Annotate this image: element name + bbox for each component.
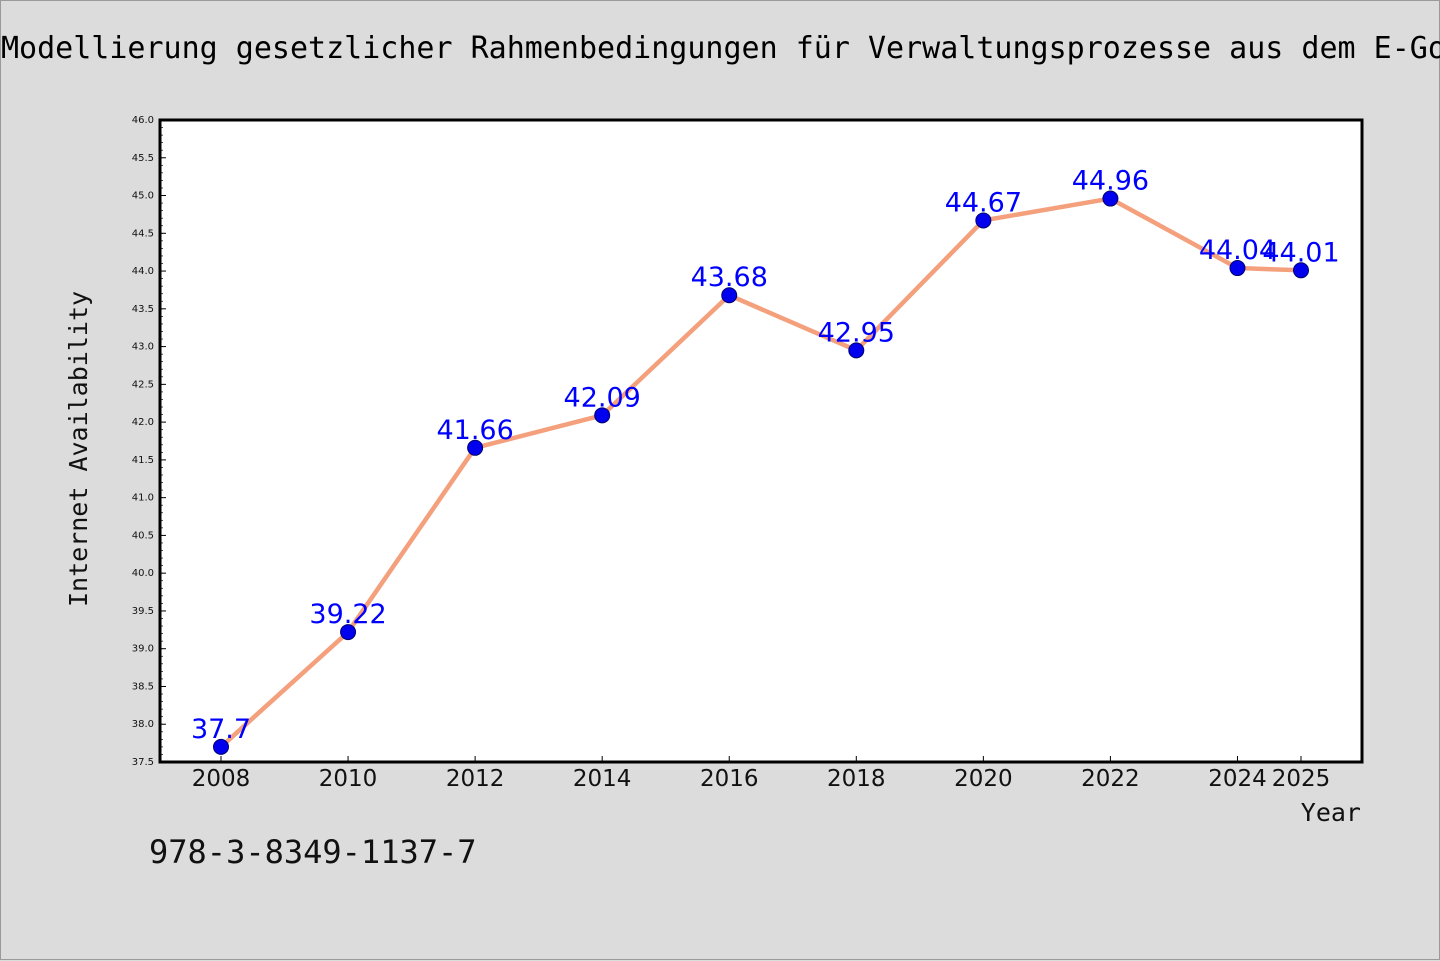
data-label: 37.7 xyxy=(191,714,251,745)
y-tick-label: 38.5 xyxy=(132,681,154,692)
x-axis: 2008 2010 2012 2014 2016 2018 2020 2022 2024 2025 xyxy=(192,756,1331,792)
data-labels: 37.7 39.22 41.66 42.09 43.68 42.95 44.67 44.96 4… xyxy=(191,166,1340,745)
y-tick-label: 40.5 xyxy=(132,530,154,541)
y-tick-label: 40.0 xyxy=(132,568,154,579)
x-tick-label: 2014 xyxy=(573,766,632,792)
y-tick-label: 39.0 xyxy=(132,644,154,655)
data-point xyxy=(340,624,357,641)
y-axis-title: Internet Availability xyxy=(64,291,93,607)
x-tick-label: 2020 xyxy=(954,766,1013,792)
data-point xyxy=(721,287,738,304)
data-point xyxy=(848,342,865,359)
series-line xyxy=(219,196,1302,749)
y-tick-label: 45.0 xyxy=(132,191,154,202)
y-tick-label: 43.0 xyxy=(132,342,154,353)
x-tick-label: 2022 xyxy=(1081,766,1140,792)
x-tick-label: 2012 xyxy=(446,766,505,792)
data-point xyxy=(1293,262,1309,279)
series-markers xyxy=(213,190,1309,755)
y-tick-label: 46.0 xyxy=(132,115,154,126)
y-tick-label: 45.5 xyxy=(132,153,154,164)
data-label: 39.22 xyxy=(309,599,386,630)
x-tick-label: 2024 xyxy=(1208,766,1267,792)
x-tick-label: 2016 xyxy=(700,766,759,792)
data-label: 42.95 xyxy=(818,317,895,348)
data-point xyxy=(975,212,992,229)
data-label: 42.09 xyxy=(564,382,641,413)
x-tick-label: 2025 xyxy=(1272,766,1331,792)
y-tick-label: 42.0 xyxy=(132,417,154,428)
data-point xyxy=(1102,190,1119,207)
plot-area xyxy=(158,118,1364,764)
x-axis-title: Year xyxy=(1301,798,1361,827)
isbn-label: 978-3-8349-1137-7 xyxy=(149,833,477,871)
data-label: 44.04 xyxy=(1199,235,1276,266)
data-point xyxy=(1229,260,1246,277)
y-tick-label: 41.0 xyxy=(132,493,154,504)
y-axis: 37.5 38.0 38.5 39.0 39.5 40.0 40.5 41.0 41.5 42.0… xyxy=(132,115,166,768)
data-label: 44.01 xyxy=(1262,237,1339,268)
y-tick-label: 39.5 xyxy=(132,606,154,617)
data-point xyxy=(594,407,611,424)
x-tick-label: 2018 xyxy=(827,766,886,792)
data-point xyxy=(467,439,484,456)
y-tick-label: 44.5 xyxy=(132,228,154,239)
y-tick-label: 43.5 xyxy=(132,304,154,315)
chart-title: Modellierung gesetzlicher Rahmenbedingun… xyxy=(1,31,1440,66)
y-tick-label: 44.0 xyxy=(132,266,154,277)
x-tick-label: 2010 xyxy=(319,766,378,792)
data-label: 44.96 xyxy=(1072,166,1149,197)
data-label: 43.68 xyxy=(691,262,768,293)
y-tick-label: 38.0 xyxy=(132,719,154,730)
x-tick-label: 2008 xyxy=(192,766,251,792)
y-tick-label: 42.5 xyxy=(132,379,154,390)
data-label: 44.67 xyxy=(945,187,1022,218)
data-label: 41.66 xyxy=(436,415,513,446)
y-tick-label: 37.5 xyxy=(132,757,154,768)
y-tick-label: 41.5 xyxy=(132,455,154,466)
data-point xyxy=(213,738,229,755)
